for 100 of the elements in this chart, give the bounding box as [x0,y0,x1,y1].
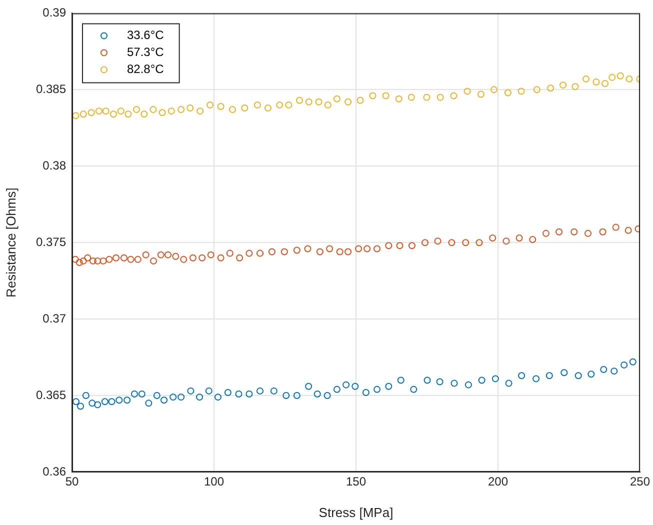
point [369,92,376,100]
point [172,252,180,260]
point [584,230,592,237]
point [254,101,261,108]
point [477,90,484,98]
point [344,98,352,106]
point [502,238,510,245]
point [542,230,550,237]
point [314,390,321,398]
point [397,376,404,384]
point [305,98,312,106]
point [408,94,415,101]
point [268,248,276,256]
point [88,109,95,116]
point [228,106,236,114]
y-tick-label: 0.37 [42,311,66,326]
point [293,246,300,254]
point [492,375,499,382]
point [127,256,134,263]
point [489,234,496,242]
point [90,257,97,264]
y-tick-label: 0.39 [42,6,66,20]
point [178,394,185,401]
point [582,75,590,82]
point [385,242,392,250]
point [616,72,624,80]
point [117,108,124,115]
point [362,388,370,396]
point [342,381,350,388]
point [629,358,636,366]
point [187,387,194,394]
point [157,251,164,258]
point [626,75,633,82]
point [529,236,536,244]
point [72,112,80,120]
point [140,110,148,118]
point [94,257,102,264]
point [324,101,332,108]
point [436,94,444,101]
point [198,254,206,262]
point [217,254,224,262]
point [608,74,616,81]
point [374,386,381,393]
point [560,369,568,376]
point [124,110,132,118]
point [436,378,444,386]
point [592,78,600,86]
point [450,380,458,387]
point [396,242,404,250]
point [410,386,418,393]
point [395,95,402,102]
point [76,258,83,266]
point [574,372,582,380]
point [344,248,352,256]
point [130,390,138,398]
point [296,96,303,104]
y-tick-label: 0.385 [36,82,66,96]
point [186,104,194,112]
point [602,80,609,88]
point [170,394,177,401]
point [72,398,80,406]
point [124,396,131,404]
point [620,361,628,368]
point [518,88,525,95]
point [516,234,523,242]
point [355,245,362,252]
point [385,382,392,390]
point [547,84,554,92]
point [160,396,168,404]
point [546,372,553,380]
point [610,368,618,375]
point [217,102,224,110]
point [276,101,284,108]
legend-label: 33.6°C [127,28,164,42]
x-tick-label: 50 [65,474,79,489]
point [145,400,152,407]
point [264,104,272,112]
point [478,376,486,384]
point [236,254,244,262]
point [305,382,312,390]
point [600,366,608,374]
point [282,392,290,400]
point [224,388,232,396]
point [316,248,324,256]
point [158,109,166,116]
point [134,256,142,263]
point [207,251,214,258]
point [304,245,312,252]
y-tick-label: 0.36 [42,464,66,478]
point [560,82,567,89]
point [153,392,160,400]
point [108,398,116,406]
point [280,248,288,256]
point [364,245,371,252]
x-tick-label: 200 [488,474,508,489]
point [189,254,196,262]
y-tick-label: 0.38 [42,158,66,172]
point [110,110,117,118]
point [95,108,102,115]
point [270,387,278,394]
